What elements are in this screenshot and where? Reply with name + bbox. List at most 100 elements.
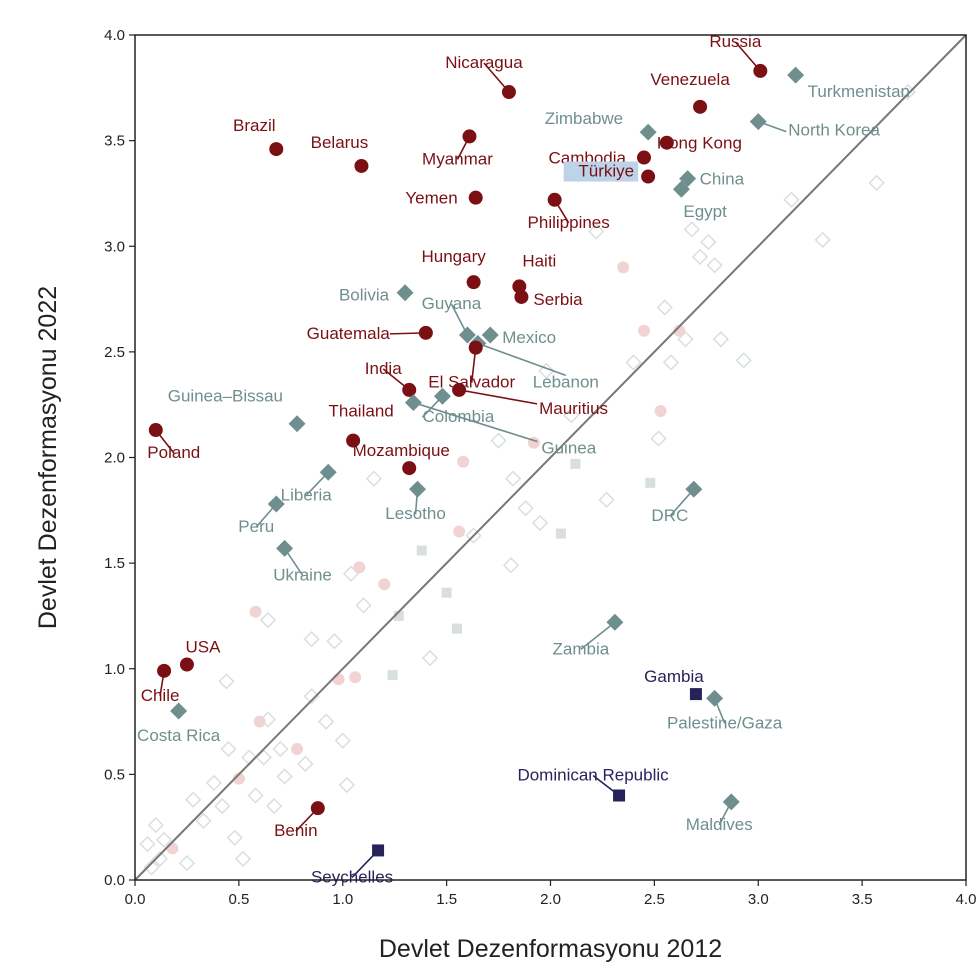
point-palestine-gaza (706, 689, 724, 707)
faint-point (555, 528, 566, 539)
label-guinea-bissau: Guinea–Bissau (168, 387, 283, 406)
x-axis-label: Devlet Dezenformasyonu 2012 (379, 935, 722, 963)
point-bolivia (396, 284, 414, 302)
label-tu-rkiye: Türkiye (578, 162, 634, 181)
point-brazil (269, 142, 284, 157)
faint-point (317, 713, 335, 730)
faint-point (625, 354, 642, 371)
point-yemen (468, 190, 483, 205)
faint-point (218, 673, 235, 690)
faint-point (205, 774, 223, 791)
point-north-korea (749, 113, 767, 131)
point-philippines (547, 192, 562, 207)
point-guinea (404, 394, 422, 412)
y-tick-label: 2.0 (104, 450, 125, 467)
point-poland (148, 423, 163, 438)
point-zambia (606, 613, 624, 631)
x-tick-label: 2.0 (540, 891, 561, 908)
point-ukraine (276, 539, 294, 557)
point-guyana (458, 326, 476, 344)
label-hong-kong: Hong Kong (657, 134, 742, 153)
faint-point (570, 458, 581, 469)
faint-point (868, 174, 885, 192)
label-guinea: Guinea (541, 439, 596, 458)
faint-point (143, 859, 160, 876)
point-mozambique (402, 461, 417, 476)
faint-point (421, 650, 439, 667)
label-ukraine: Ukraine (273, 565, 332, 584)
faint-point (220, 740, 237, 758)
y-tick-label: 1.5 (104, 555, 125, 572)
faint-point (303, 631, 320, 648)
faint-point (504, 470, 522, 487)
faint-point (706, 257, 723, 274)
point-turkmenistan (787, 66, 805, 84)
x-tick-label: 3.0 (748, 891, 769, 908)
faint-point (563, 407, 580, 424)
faint-point (147, 816, 164, 834)
point-benin (310, 801, 325, 816)
faint-point (712, 331, 729, 348)
faint-point (266, 797, 283, 815)
label-poland: Poland (147, 443, 200, 462)
label-haiti: Haiti (522, 251, 556, 270)
faint-point (155, 831, 173, 848)
label-el-salvador: El Salvador (428, 373, 515, 392)
faint-point (214, 797, 231, 815)
label-egypt: Egypt (683, 202, 727, 221)
point-mexico (481, 326, 499, 344)
x-tick-label: 1.0 (332, 891, 353, 908)
label-guatemala: Guatemala (307, 324, 391, 343)
label-turkmenistan: Turkmenistan (808, 82, 910, 101)
point-cambodia (636, 150, 651, 165)
faint-point (645, 477, 656, 488)
faint-point (598, 491, 615, 508)
faint-point (673, 324, 686, 337)
faint-point (349, 671, 362, 684)
label-zambia: Zambia (553, 639, 610, 658)
faint-point (232, 772, 245, 785)
label-brazil: Brazil (233, 116, 276, 135)
y-axis-label: Devlet Dezenformasyonu 2022 (34, 286, 62, 629)
leader-drc (669, 488, 695, 517)
point-hong-kong (659, 135, 674, 150)
faint-point (378, 578, 391, 591)
leader-zambia (580, 621, 616, 650)
label-lesotho: Lesotho (385, 504, 446, 523)
faint-point (303, 688, 320, 705)
point-guinea-bissau (288, 415, 306, 433)
label-drc: DRC (651, 506, 688, 525)
leader-mauritius (458, 389, 538, 405)
point-nicaragua (501, 85, 516, 100)
faint-point (355, 597, 372, 614)
label-usa: USA (185, 638, 221, 657)
label-china: China (700, 170, 745, 189)
point-hungary (466, 275, 481, 290)
faint-point (151, 850, 169, 868)
label-colombia: Colombia (422, 407, 494, 426)
label-dominican-republic: Dominican Republic (517, 766, 669, 785)
faint-point (326, 633, 343, 650)
point-thailand (346, 433, 361, 448)
x-tick-label: 1.5 (436, 891, 457, 908)
point-serbia (514, 289, 529, 304)
point-venezuela (693, 99, 708, 114)
faint-point (178, 854, 196, 872)
label-belarus: Belarus (311, 133, 369, 152)
label-mexico: Mexico (502, 328, 556, 347)
x-tick-label: 0.0 (125, 891, 146, 908)
faint-point (195, 812, 212, 829)
faint-point (683, 221, 700, 238)
point-gambia (689, 688, 702, 701)
point-russia (753, 63, 768, 78)
faint-point (502, 557, 520, 574)
point-belarus (354, 158, 369, 173)
x-tick-label: 3.5 (852, 891, 873, 908)
point-lesotho (409, 480, 427, 498)
point-dominican-republic (613, 789, 626, 802)
point-costa-rica (170, 702, 188, 720)
faint-point (654, 405, 667, 418)
faint-point (393, 610, 404, 621)
label-hungary: Hungary (421, 247, 486, 266)
